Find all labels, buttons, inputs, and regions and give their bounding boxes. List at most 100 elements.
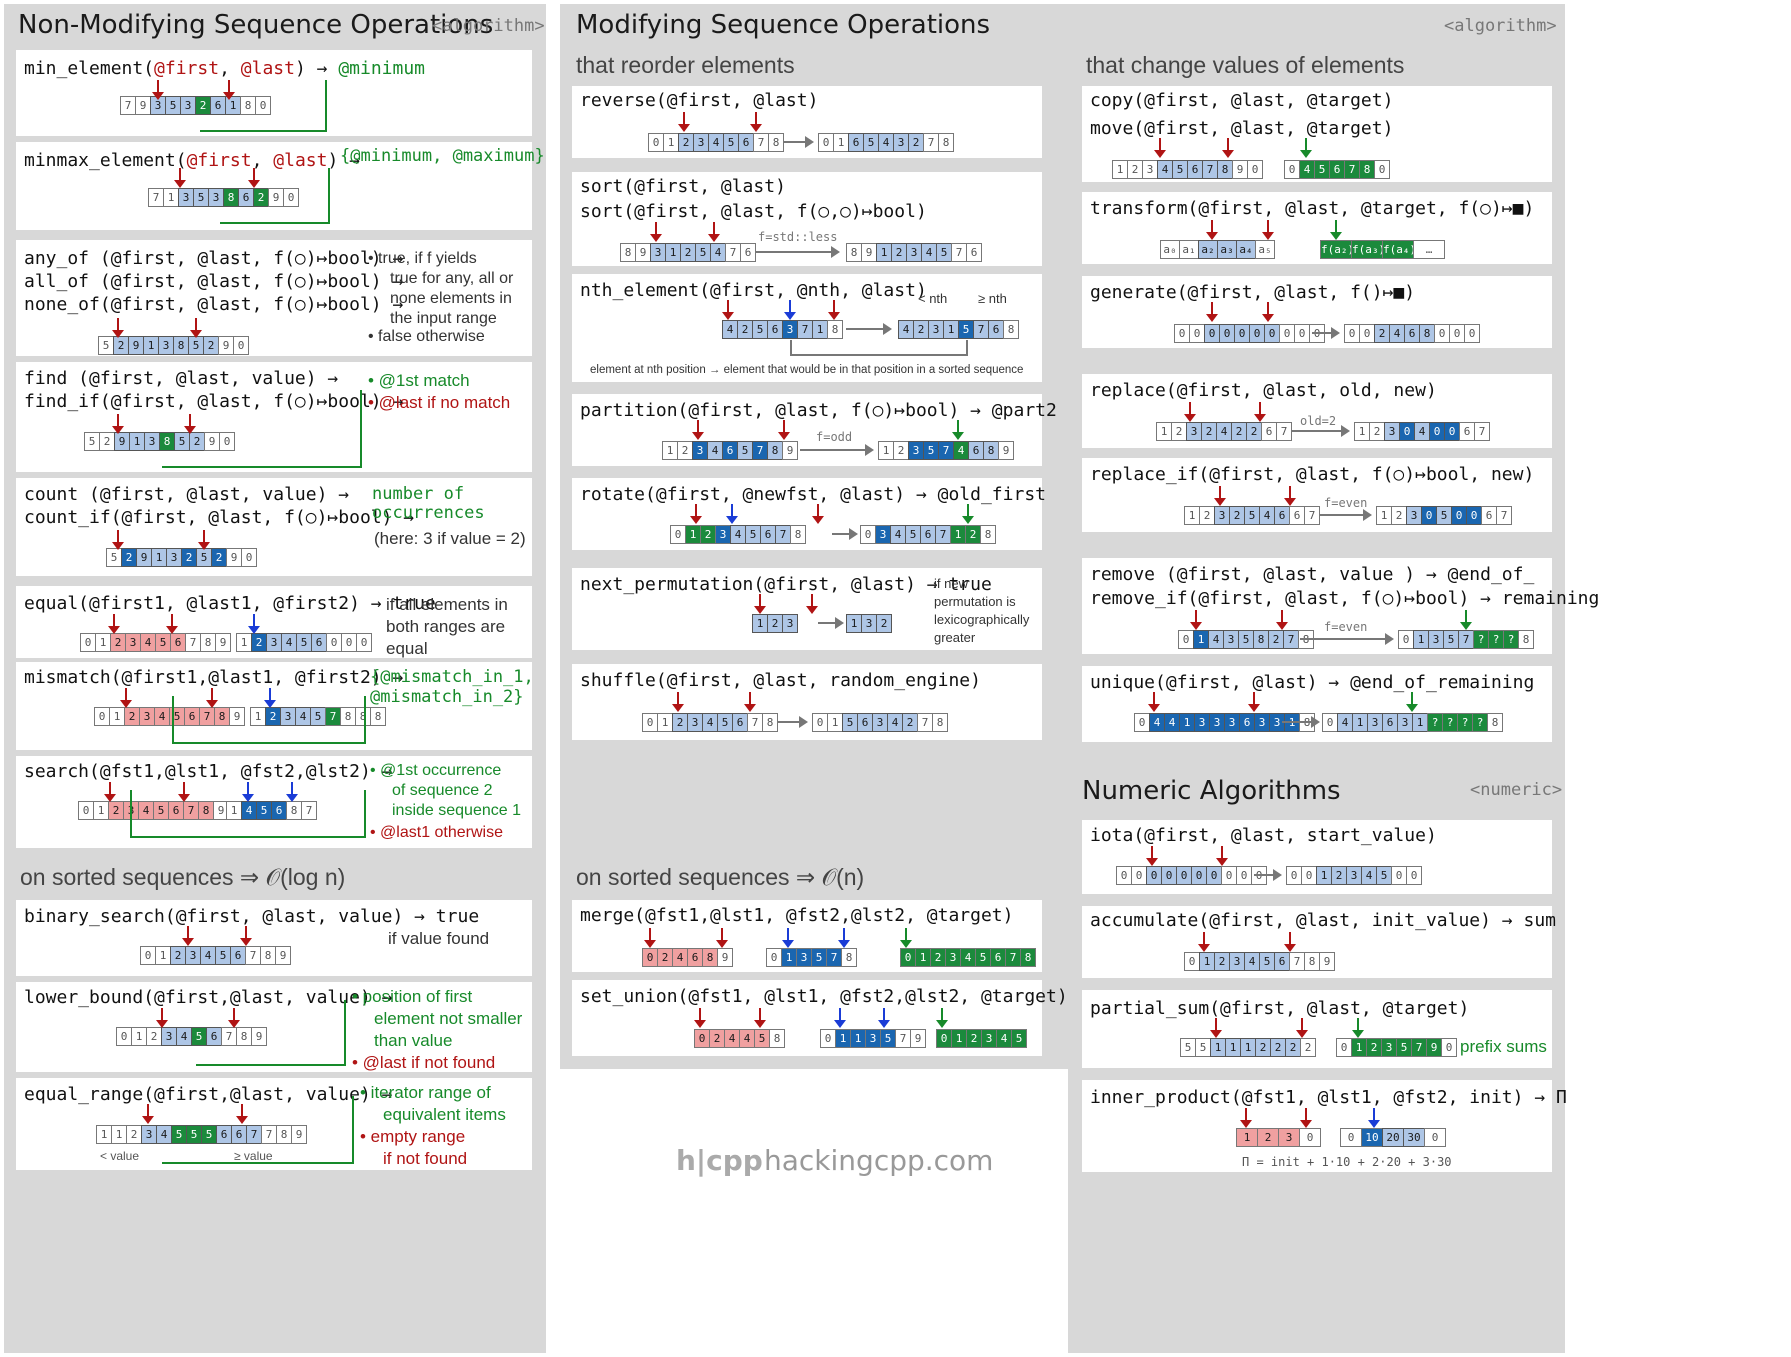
sequence-cell: 0 (1204, 324, 1220, 343)
sequence-cell: 5 (754, 1029, 770, 1048)
sequence-cell: 3 (266, 633, 282, 652)
note-find-2: • @last if no match (368, 393, 511, 412)
sequence-cell: 7 (1276, 422, 1292, 441)
sequence-cell: 3 (1194, 713, 1210, 732)
sequence-cell: 0 (766, 948, 782, 967)
sequence-cell: 7 (1202, 160, 1218, 179)
sequence-cell: 3 (1214, 506, 1230, 525)
sequence-cell: 20 (1382, 1128, 1404, 1147)
sequence-cell: 10 (1361, 1128, 1383, 1147)
sequence-cell: 3 (158, 336, 174, 355)
sequence-cell: 7 (895, 1029, 911, 1048)
sequence-cell: 8 (841, 948, 857, 967)
code-copy: copy(@first, @last, @target) (1090, 90, 1394, 111)
sequence-cell: 4 (1337, 713, 1353, 732)
sequence-cell: 0 (900, 948, 916, 967)
sequence-cell: 2 (1369, 422, 1385, 441)
sequence-cell: 6 (738, 133, 754, 152)
sequence-cell: 9 (136, 548, 152, 567)
sequence-cell: 4 (1216, 422, 1232, 441)
note-lower-bound-3: than value (374, 1031, 453, 1050)
sequence-cell: 0 (1429, 422, 1445, 441)
sequence-cell: 3 (144, 432, 160, 451)
sequence-cell: 7 (1344, 160, 1360, 179)
sequence-cell: 1 (1240, 1038, 1256, 1057)
link-result (220, 168, 330, 224)
sequence-cell: 1 (163, 188, 179, 207)
sequence-cell: 0 (1286, 866, 1302, 885)
sequence-cell: 3 (1223, 630, 1239, 649)
sequence-cell: 6 (1239, 713, 1255, 732)
arrow-transition (784, 136, 814, 148)
sequence-cell: 3 (161, 1027, 177, 1046)
sequence-cell: 1 (1193, 630, 1209, 649)
sequence-cell: 5 (1180, 1038, 1196, 1057)
sequence-cell: 8 (827, 320, 843, 339)
arrow-transition (1300, 633, 1394, 645)
link-result (162, 1096, 354, 1164)
sequence-cell: 8 (1487, 713, 1503, 732)
sequence-cell: 4 (890, 525, 906, 544)
sequence-cell: 2 (203, 336, 219, 355)
sequence-cell: 0 (648, 133, 664, 152)
sequence-cell: 4 (295, 707, 311, 726)
sequence-cell: 6 (238, 188, 254, 207)
note-prefix-sums: prefix sums (1460, 1037, 1547, 1056)
sequence-cell: 9 (717, 948, 733, 967)
code-binary-search: binary_search(@first, @last, value) → tr… (24, 906, 480, 927)
sequence-cell: 2 (1231, 422, 1247, 441)
sequence-cell: 2 (126, 1125, 142, 1144)
sequence-cell: 2 (680, 243, 696, 262)
sequence-cell: 0 (1451, 506, 1467, 525)
subtitle-sorted-linear: on sorted sequences ⇒ 𝒪(n) (576, 864, 865, 890)
sequence-cell: 7 (951, 243, 967, 262)
note-equal-range-3: • empty range (360, 1127, 466, 1146)
code-equal-range: equal_range(@first,@last, value) → (24, 1084, 393, 1105)
sequence-cell: 0 (78, 801, 94, 820)
sequence-cell: 0 (1146, 866, 1162, 885)
sequence-cell: 4 (708, 133, 724, 152)
sequence-cell: 3 (1278, 1128, 1300, 1147)
sequence-cell: 2 (170, 946, 186, 965)
sequence-cell: 4 (739, 1029, 755, 1048)
sequence-cell: 2 (181, 548, 197, 567)
sequence-cell: 5 (155, 633, 171, 652)
note-any-of-5: • false otherwise (368, 328, 485, 345)
sequence-cell: 3 (125, 633, 141, 652)
sequence-cell: 0 (818, 133, 834, 152)
sequence-cell: 7 (752, 441, 768, 460)
sequence-cell: 3 (796, 948, 812, 967)
sequence-cell: 0 (1344, 324, 1360, 343)
sequence-cell: 1 (1352, 713, 1368, 732)
sequence-cell: 8 (1419, 324, 1435, 343)
sequence-cell: 8 (1020, 948, 1036, 967)
link-result (172, 696, 366, 744)
sequence-cell: 9 (1426, 1038, 1442, 1057)
logo-text[interactable]: hackingcpp.com (764, 1144, 994, 1177)
code-unique: unique(@first, @last) → @end_of_remainin… (1090, 672, 1535, 693)
sequence-cell: 0 (694, 1029, 710, 1048)
sequence-cell: 4 (887, 713, 903, 732)
seq-transform-b: f(a₂) f(a₃) f(a₄)… (1320, 240, 1445, 259)
panel-tag-algorithm-2: <algorithm> (1444, 16, 1557, 36)
sequence-cell: 30 (1403, 1128, 1425, 1147)
sequence-cell: 3 (1186, 422, 1202, 441)
sequence-cell: 3 (1346, 866, 1362, 885)
sequence-cell: 5 (215, 946, 231, 965)
sequence-cell: 6 (1459, 422, 1475, 441)
sequence-cell: 4 (1389, 324, 1405, 343)
sequence-cell: 2 (709, 1029, 725, 1048)
sequence-cell: 8 (200, 633, 216, 652)
sequence-cell: 1 (1236, 1128, 1258, 1147)
sequence-cell: 5 (1172, 160, 1188, 179)
sequence-cell: 2 (767, 614, 783, 633)
sequence-cell: 0 (94, 707, 110, 726)
sequence-cell: 5 (165, 96, 181, 115)
code-inner-product: inner_product(@fst1, @lst1, @fst2, init)… (1090, 1087, 1567, 1108)
